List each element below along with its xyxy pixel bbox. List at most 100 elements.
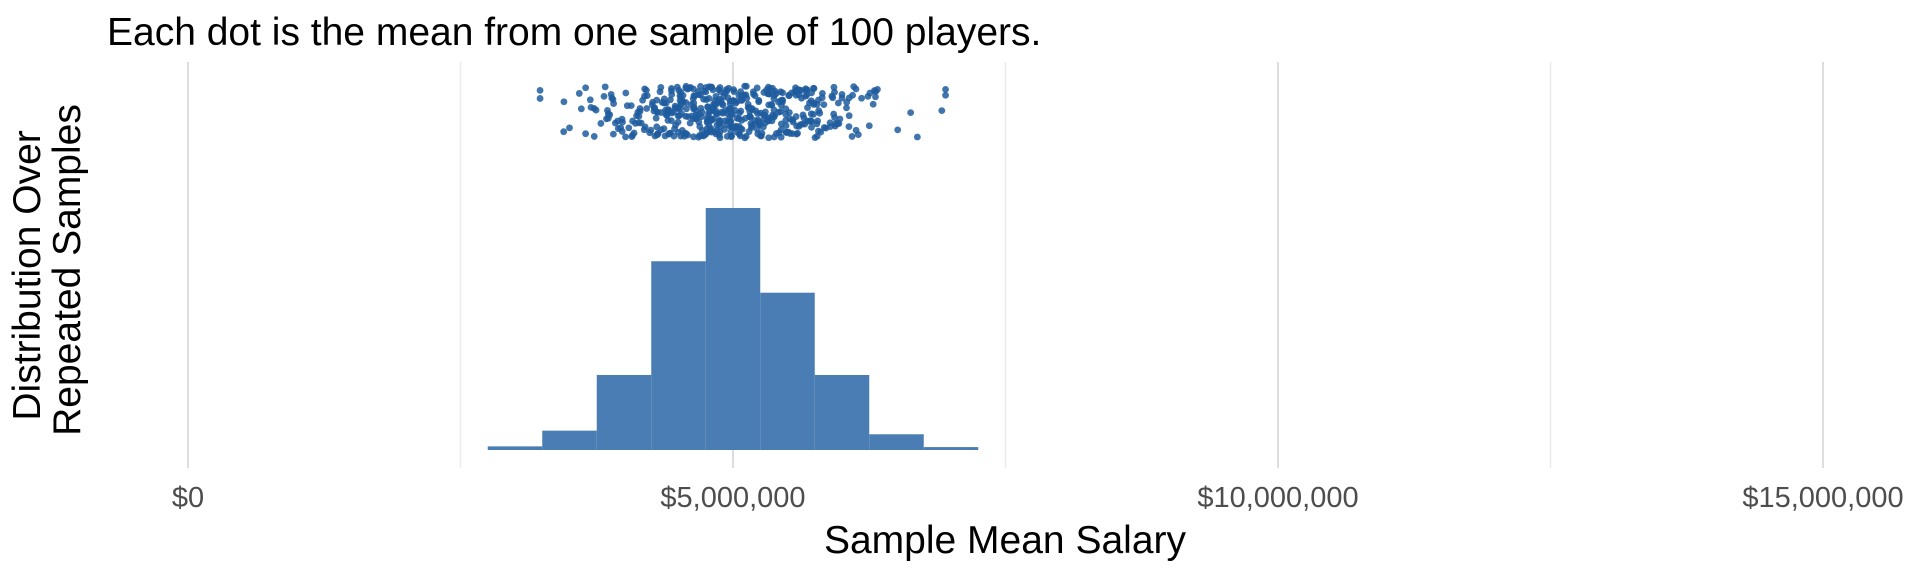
- x-axis-label: Sample Mean Salary: [824, 519, 1187, 562]
- sample-mean-point: [744, 100, 752, 108]
- sample-mean-point: [772, 90, 780, 98]
- sample-mean-point: [637, 119, 645, 127]
- sample-mean-point: [716, 84, 724, 91]
- sample-mean-point: [716, 134, 724, 142]
- sample-mean-point: [816, 109, 824, 117]
- sample-mean-point: [642, 86, 650, 94]
- sample-mean-point: [723, 121, 730, 129]
- sample-mean-point: [698, 108, 706, 116]
- sample-mean-point: [705, 109, 713, 116]
- sample-mean-point: [808, 123, 815, 131]
- sample-mean-point: [834, 99, 842, 107]
- sample-mean-point: [818, 89, 826, 97]
- sample-mean-point: [683, 105, 690, 113]
- sample-mean-point: [619, 118, 626, 126]
- sample-mean-point: [710, 104, 718, 112]
- sample-mean-point: [674, 112, 682, 120]
- sample-mean-point: [652, 114, 660, 122]
- sample-mean-point: [597, 120, 605, 127]
- sample-mean-point: [670, 132, 678, 140]
- sample-mean-point: [843, 104, 850, 112]
- sample-mean-point: [852, 126, 860, 134]
- sample-mean-point: [718, 100, 726, 108]
- sample-mean-point: [566, 124, 573, 132]
- sample-mean-point: [650, 107, 658, 115]
- sample-mean-point: [672, 121, 679, 129]
- sample-mean-point: [768, 101, 776, 109]
- sample-mean-point: [603, 115, 610, 123]
- sample-mean-point: [777, 133, 785, 141]
- sample-mean-point: [894, 126, 902, 134]
- sample-mean-point: [858, 94, 865, 102]
- sample-mean-point: [651, 132, 659, 140]
- sample-mean-point: [826, 123, 834, 131]
- sample-mean-point: [622, 133, 629, 141]
- sample-mean-point: [695, 133, 702, 141]
- sample-mean-point: [845, 123, 853, 131]
- y-axis-label-line-1: Distribution Over: [6, 130, 49, 420]
- sample-mean-point: [874, 86, 881, 93]
- histogram-bar: [705, 208, 761, 450]
- sample-mean-point: [813, 120, 821, 128]
- x-tick-label: $15,000,000: [1742, 482, 1903, 514]
- sample-mean-point: [727, 133, 735, 141]
- sample-mean-point: [604, 110, 612, 118]
- x-tick-label: $5,000,000: [660, 482, 805, 514]
- sample-mean-point: [729, 110, 736, 118]
- sample-mean-point: [815, 96, 822, 104]
- sample-mean-point: [820, 101, 828, 109]
- sample-mean-point: [753, 84, 761, 92]
- sample-mean-point: [592, 106, 600, 114]
- sample-mean-point: [832, 120, 839, 128]
- histogram-bar: [923, 447, 979, 450]
- sample-mean-point: [689, 95, 697, 102]
- sample-mean-point: [586, 96, 594, 104]
- sample-mean-point: [838, 94, 846, 102]
- sample-mean-point: [692, 112, 700, 119]
- sample-mean-point: [788, 89, 796, 97]
- x-axis-ticks: $0 $5,000,000 $10,000,000 $15,000,000: [172, 482, 1904, 514]
- sample-mean-point: [577, 105, 585, 113]
- sample-mean-point: [737, 107, 745, 115]
- sample-mean-point: [724, 94, 732, 102]
- histogram-bar: [760, 292, 815, 450]
- sample-mean-point: [872, 93, 879, 101]
- sample-mean-point: [718, 108, 726, 116]
- sample-mean-point: [611, 119, 619, 127]
- sample-mean-point: [662, 99, 670, 107]
- sample-mean-point: [636, 107, 644, 115]
- sample-mean-point: [777, 126, 785, 134]
- sample-mean-point: [727, 104, 735, 112]
- sample-mean-point: [668, 117, 675, 125]
- sample-mean-point: [663, 111, 671, 119]
- sample-mean-point: [635, 112, 643, 120]
- sample-mean-point: [777, 97, 784, 105]
- sample-mean-point: [813, 132, 821, 140]
- x-tick-label: $0: [172, 482, 204, 514]
- y-axis-label-line-2: Repeated Samples: [46, 104, 89, 436]
- sample-mean-point: [609, 130, 617, 138]
- histogram-bar: [869, 434, 924, 450]
- sample-mean-point: [836, 115, 844, 123]
- x-tick-label: $10,000,000: [1197, 482, 1358, 514]
- sample-mean-point: [686, 119, 694, 127]
- sample-mean-point: [629, 131, 636, 139]
- sample-mean-point: [808, 118, 816, 125]
- sample-mean-point: [705, 95, 713, 102]
- sample-mean-point: [657, 83, 665, 91]
- sample-mean-point: [938, 107, 946, 115]
- sample-mean-point: [942, 86, 949, 93]
- sample-mean-point: [785, 109, 793, 116]
- sample-mean-point: [807, 110, 815, 118]
- sample-mean-point: [560, 128, 568, 136]
- sample-mean-point: [684, 113, 692, 121]
- sample-mean-point: [712, 110, 720, 117]
- sample-mean-point: [607, 90, 615, 98]
- sample-mean-point: [641, 92, 648, 100]
- sample-mean-point: [764, 83, 772, 91]
- sample-mean-point: [772, 130, 780, 137]
- sample-mean-point: [815, 127, 822, 135]
- sample-mean-point: [653, 96, 661, 104]
- histogram-bar: [487, 446, 543, 450]
